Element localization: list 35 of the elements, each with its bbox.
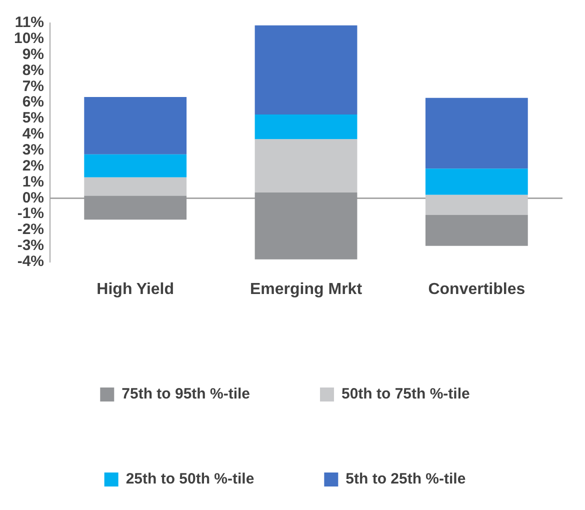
- y-tick-label: 4%: [22, 126, 44, 143]
- y-tick-label: 6%: [22, 94, 44, 111]
- x-tick-label: High Yield: [96, 280, 174, 298]
- y-tick-label: 9%: [22, 46, 44, 63]
- bar: [84, 154, 187, 178]
- x-tick-label: Convertibles: [428, 280, 526, 298]
- y-tick-label: 8%: [22, 62, 44, 79]
- x-tick-label: Emerging Mrkt: [250, 280, 363, 298]
- y-tick-label: 2%: [22, 157, 44, 174]
- bar: [84, 177, 187, 196]
- bar: [254, 114, 358, 140]
- y-tick-label: -4%: [17, 252, 44, 270]
- bar: [425, 98, 528, 169]
- y-tick-label: 3%: [22, 142, 44, 158]
- y-tick-label: -2%: [17, 221, 44, 238]
- y-tick-label: -3%: [17, 237, 44, 254]
- y-tick-label: 10%: [14, 30, 44, 48]
- legend-label: 5th to 25th %-tile: [346, 470, 466, 488]
- legend-label: 25th to 50th %-tile: [126, 470, 254, 488]
- legend-label: 75th to 95th %-tile: [122, 386, 250, 403]
- bar: [84, 196, 187, 220]
- y-tick-label: 11%: [14, 14, 44, 32]
- bar: [425, 168, 528, 195]
- bar: [425, 214, 528, 246]
- bar: [84, 97, 187, 154]
- y-tick-label: 7%: [22, 78, 44, 95]
- y-tick-label: 5%: [22, 110, 44, 127]
- y-tick-label: 0%: [22, 189, 44, 206]
- bar: [425, 194, 528, 215]
- y-tick-label: -1%: [17, 205, 44, 222]
- bar: [254, 139, 358, 193]
- bar: [254, 25, 358, 115]
- y-tick-label: 1%: [22, 173, 44, 190]
- legend-label: 50th to 75th %-tile: [342, 386, 470, 403]
- bar: [254, 192, 358, 260]
